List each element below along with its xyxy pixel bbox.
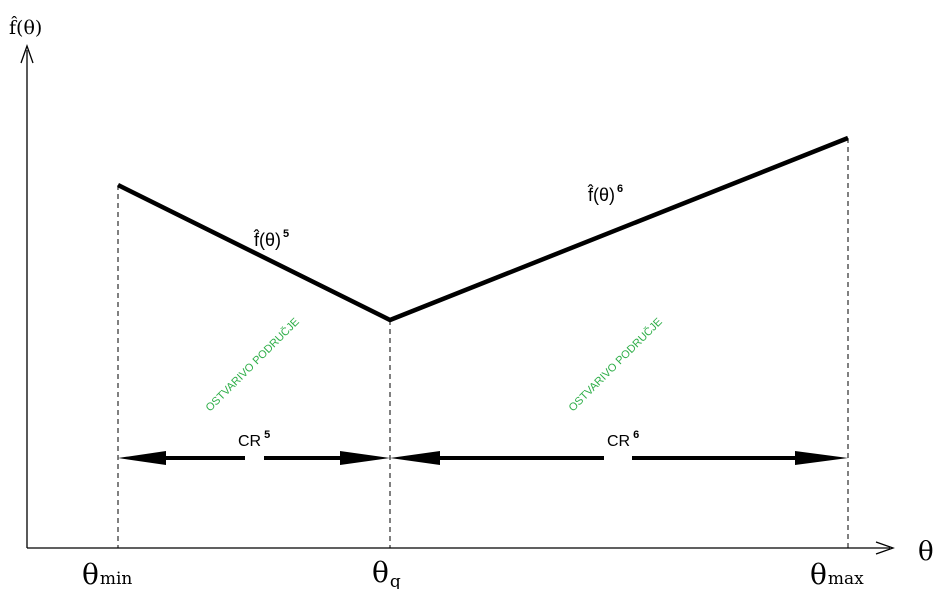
function-6-superscript: 6 [617,183,623,195]
feasible-region-5-text: OSTVARIVO PODRUČJE [203,315,302,414]
cr5-superscript: 5 [264,429,270,441]
cr5-label: CR 5 [238,429,270,450]
x-axis-label: θ [918,537,934,567]
function-5-superscript: 5 [283,228,289,240]
function-curve [116,135,849,323]
theta-max-label: θmax [810,558,864,589]
cr6-superscript: 6 [633,429,639,441]
feasible-region-6-text: OSTVARIVO PODRUČJE [566,315,665,414]
theta-min-label: θmin [82,558,132,589]
function-6-label: f̂(θ) 6 [587,183,623,205]
theta-q-label: θq [372,556,401,589]
x-axis-arrowhead [875,541,895,555]
cr6-label: CR 6 [607,429,639,450]
function-5-label: f̂(θ) 5 [253,228,289,250]
cr6-arrow [390,451,848,465]
cr5-arrow [118,451,390,465]
y-axis-label: f̂(θ) [9,16,42,39]
y-axis-arrowhead [20,44,34,64]
